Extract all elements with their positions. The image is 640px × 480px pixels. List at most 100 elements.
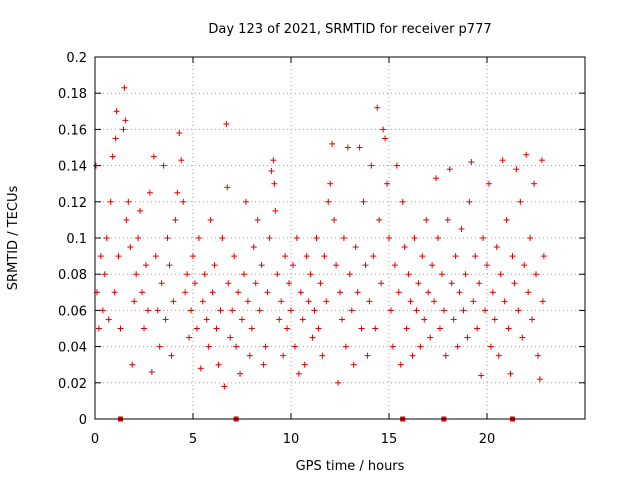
data-point	[484, 262, 490, 269]
x-tick-label: 0	[91, 432, 99, 447]
data-point	[133, 271, 140, 278]
data-point	[442, 352, 449, 359]
y-tick-label: 0.04	[58, 341, 87, 356]
data-point	[239, 316, 245, 323]
data-point	[438, 271, 445, 278]
data-point	[448, 280, 455, 287]
data-point	[356, 144, 363, 151]
data-point	[454, 343, 461, 350]
data-point	[503, 216, 510, 223]
data-point	[135, 235, 142, 241]
data-point	[148, 368, 155, 375]
data-point	[180, 198, 187, 205]
data-point	[513, 166, 520, 173]
data-point	[458, 225, 465, 232]
data-point	[295, 370, 302, 377]
data-point	[470, 298, 477, 305]
data-point	[286, 280, 293, 287]
data-point	[264, 289, 271, 296]
data-point	[195, 235, 202, 241]
y-tick-label: 0.12	[58, 196, 87, 211]
data-point	[462, 271, 469, 278]
data-point	[113, 108, 120, 115]
data-point	[472, 253, 479, 260]
data-point	[515, 307, 522, 314]
data-point	[487, 343, 494, 350]
data-point	[299, 316, 306, 323]
data-point	[225, 280, 232, 287]
data-point	[188, 307, 195, 314]
data-point	[262, 343, 269, 350]
y-axis-label: SRMTID / TECUs	[6, 186, 21, 291]
data-point	[158, 280, 165, 287]
data-point	[352, 244, 359, 251]
data-point	[509, 253, 516, 260]
data-point	[358, 325, 365, 332]
data-point	[493, 244, 500, 251]
data-point	[417, 343, 424, 350]
data-point	[112, 135, 119, 142]
data-point	[270, 157, 277, 164]
data-point	[122, 117, 129, 124]
data-point	[317, 280, 324, 287]
data-point	[491, 316, 498, 323]
data-point	[395, 289, 402, 296]
data-point	[92, 162, 99, 169]
data-point	[276, 316, 283, 323]
data-point	[309, 334, 316, 341]
data-point	[501, 298, 508, 305]
data-point	[313, 235, 320, 241]
data-point	[485, 180, 492, 187]
data-point	[223, 120, 230, 127]
data-point	[209, 289, 216, 296]
data-point	[250, 244, 257, 251]
data-point	[307, 271, 314, 278]
x-axis-ticks: 0 5 10 15 20	[91, 57, 495, 447]
data-point	[95, 325, 102, 332]
data-point	[215, 361, 222, 368]
data-point	[221, 383, 228, 390]
data-point	[137, 207, 144, 214]
data-point	[446, 166, 453, 173]
data-point	[144, 307, 151, 314]
data-point	[391, 262, 398, 269]
data-point	[329, 140, 336, 147]
data-point	[160, 162, 167, 169]
data-point	[127, 244, 134, 251]
data-point	[201, 271, 208, 278]
data-point	[333, 262, 340, 269]
data-point	[168, 352, 175, 359]
data-point	[213, 325, 220, 332]
data-point	[346, 271, 353, 278]
data-point	[476, 280, 483, 287]
data-point	[389, 343, 396, 350]
data-points	[92, 84, 547, 390]
y-tick-label: 0.06	[58, 304, 87, 319]
data-point	[376, 216, 383, 223]
data-point	[272, 207, 279, 214]
data-point	[397, 361, 404, 368]
data-point	[229, 307, 236, 314]
data-point	[164, 235, 171, 241]
y-tick-label: 0.14	[58, 160, 87, 175]
data-point	[536, 376, 543, 383]
data-point	[131, 298, 138, 305]
data-point	[203, 316, 210, 323]
data-point	[368, 162, 375, 169]
data-point	[190, 253, 196, 260]
data-point	[409, 352, 416, 359]
data-point	[252, 280, 259, 287]
data-point	[233, 343, 240, 350]
data-point	[152, 253, 159, 260]
data-point	[360, 198, 367, 205]
y-tick-label: 0.08	[58, 268, 87, 283]
data-point	[101, 271, 108, 278]
data-point	[248, 325, 255, 332]
data-point	[193, 325, 200, 332]
data-point	[103, 235, 110, 241]
data-point	[401, 244, 408, 251]
data-point	[338, 316, 345, 323]
data-point	[538, 157, 545, 164]
data-point	[370, 253, 377, 260]
